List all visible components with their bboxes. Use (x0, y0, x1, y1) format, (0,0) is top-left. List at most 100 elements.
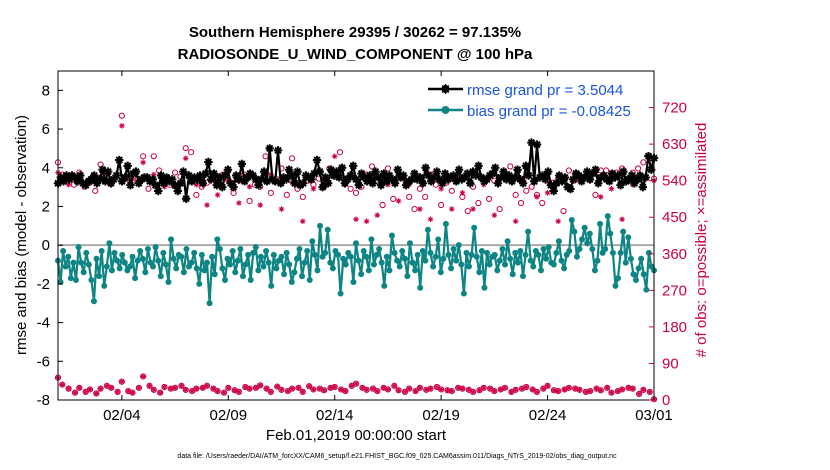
obs-assimilated-marker (615, 388, 621, 394)
obs-assimilated-marker (555, 388, 562, 394)
bias-point (296, 246, 303, 253)
bias-point (65, 253, 72, 260)
rmse-point (170, 180, 180, 190)
bias-point (144, 246, 151, 253)
rmse-point (627, 171, 636, 180)
rmse-point (154, 186, 163, 196)
bias-point (622, 259, 629, 266)
obs-possible-marker (485, 195, 493, 203)
obs-assimilated-marker (119, 378, 125, 385)
right-y-tick-label: 450 (662, 209, 687, 226)
bias-point (196, 280, 203, 287)
rmse-point (552, 179, 561, 188)
rmse-point (647, 165, 656, 174)
bias-point (412, 267, 419, 274)
rmse-point (510, 173, 519, 182)
bias-point (427, 249, 434, 256)
obs-assimilated-marker (93, 390, 100, 397)
rmse-point (70, 173, 79, 182)
bias-point (463, 249, 470, 256)
obs-assimilated-marker (146, 382, 153, 389)
bias-point (198, 251, 205, 258)
obs-possible-marker (634, 165, 642, 172)
bias-point (317, 222, 324, 229)
obs-assimilated-marker (519, 385, 525, 392)
bias-point (134, 257, 141, 264)
obs-assimilated-marker (257, 382, 264, 389)
bias-point (160, 249, 167, 256)
rmse-point (126, 180, 135, 190)
bias-point (96, 273, 103, 280)
obs-assimilated-marker (129, 389, 136, 396)
right-y-tick-label: 0 (662, 392, 670, 409)
obs-assimilated-marker (544, 190, 551, 196)
bias-point (216, 246, 223, 253)
obs-assimilated-marker (295, 385, 302, 391)
bias-point (468, 251, 475, 258)
bias-point (517, 247, 524, 254)
rmse-point (282, 175, 291, 184)
rmse-point (566, 184, 575, 194)
bias-point (119, 251, 126, 258)
rmse-point (109, 175, 118, 184)
obs-possible-marker (640, 159, 647, 166)
bias-point (617, 249, 624, 256)
right-y-tick-label: 360 (662, 246, 687, 263)
rmse-point (337, 163, 347, 172)
bias-point (445, 251, 452, 258)
rmse-point (488, 169, 497, 178)
obs-assimilated-marker (561, 386, 568, 393)
rmse-point (106, 179, 116, 188)
right-y-tick-label: 630 (662, 136, 687, 153)
bias-point (270, 251, 277, 258)
left-y-axis-label: rmse and bias (model - observation) (13, 115, 30, 355)
obs-assimilated-marker (448, 388, 455, 394)
rmse-point (440, 169, 450, 178)
y-tick-label: -2 (37, 276, 50, 293)
obs-assimilated-marker (529, 386, 536, 393)
obs-assimilated-marker (299, 218, 306, 225)
obs-assimilated-marker (65, 385, 72, 392)
bias-point (193, 265, 200, 272)
bias-point (553, 249, 560, 256)
obs-assimilated-marker (289, 385, 295, 392)
obs-assimilated-marker (523, 384, 530, 390)
rmse-point (502, 175, 511, 184)
bias-point (430, 263, 437, 270)
obs-possible-marker (352, 189, 360, 196)
y-tick-label: 2 (42, 198, 50, 215)
bias-point (142, 269, 149, 276)
obs-assimilated-marker (566, 385, 572, 391)
obs-possible-marker (347, 185, 354, 192)
rmse-point (103, 167, 113, 176)
obs-possible-marker (92, 187, 99, 194)
rmse-point (543, 167, 553, 176)
rmse-point (349, 161, 358, 171)
rmse-point (162, 173, 171, 182)
rmse-point (120, 173, 130, 182)
bias-point (584, 240, 591, 247)
legend-rmse-marker-icon (440, 84, 451, 94)
rmse-point (204, 157, 213, 167)
bias-point (589, 246, 596, 253)
bias-point (370, 261, 377, 268)
bias-point (604, 213, 611, 220)
bias-point (499, 246, 506, 253)
rmse-point (257, 175, 266, 184)
rmse-point (346, 171, 355, 180)
obs-assimilated-marker (306, 383, 312, 389)
obs-assimilated-marker (587, 388, 593, 394)
rmse-point (98, 165, 107, 174)
bias-point (255, 267, 262, 274)
obs-possible-marker (171, 169, 179, 176)
bias-point (322, 249, 329, 256)
bias-point (507, 255, 514, 262)
rmse-point (516, 175, 525, 184)
rmse-point (569, 175, 578, 184)
obs-assimilated-marker (310, 386, 317, 393)
obs-assimilated-marker (150, 171, 157, 178)
obs-assimilated-marker (236, 389, 242, 395)
bias-point (273, 265, 280, 272)
obs-assimilated-marker (491, 388, 498, 394)
rmse-point (463, 169, 472, 178)
